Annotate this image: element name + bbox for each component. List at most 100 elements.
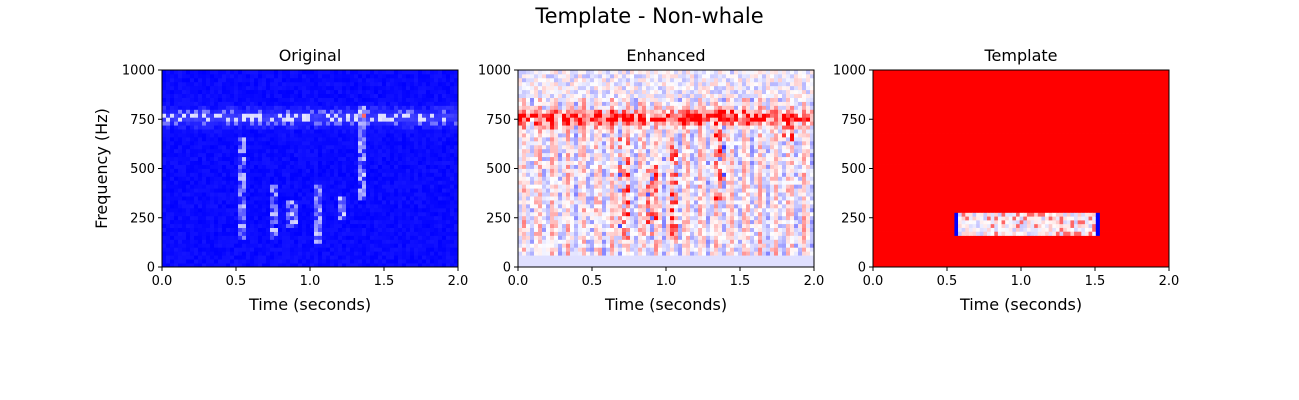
heat-cell	[162, 156, 167, 162]
heat-cell	[406, 133, 411, 138]
heat-cell	[602, 207, 607, 213]
heat-cell	[162, 227, 167, 232]
heat-cell	[290, 109, 295, 114]
heat-cell	[354, 231, 359, 236]
heat-cell	[202, 219, 207, 225]
heat-cell	[546, 211, 551, 217]
heat-cell	[210, 211, 215, 217]
heat-cell	[402, 160, 407, 165]
heat-cell	[590, 97, 595, 102]
heat-cell	[310, 133, 315, 138]
heat-cell	[562, 70, 567, 75]
heat-cell	[330, 172, 335, 177]
heat-cell	[198, 172, 203, 177]
heat-cell	[430, 136, 435, 142]
heat-cell	[238, 223, 243, 228]
heat-cell	[358, 231, 363, 236]
heat-cell	[518, 97, 523, 102]
heat-cell	[598, 133, 603, 138]
heat-cell	[338, 89, 343, 95]
heat-cell	[414, 219, 419, 225]
heat-cell	[534, 121, 539, 126]
heat-cell	[238, 239, 243, 244]
heat-cell	[594, 121, 599, 126]
heat-cell	[342, 113, 347, 118]
heat-cell	[606, 109, 611, 114]
heat-cell	[314, 144, 319, 150]
heat-cell	[418, 160, 423, 165]
heat-cell	[214, 168, 219, 173]
heat-cell	[254, 77, 259, 83]
heat-cell	[334, 113, 339, 118]
heat-cell	[394, 263, 399, 268]
heat-cell	[186, 215, 191, 221]
heat-cell	[162, 239, 167, 244]
heat-cell	[186, 140, 191, 146]
heat-cell	[430, 164, 435, 169]
heat-cell	[214, 105, 219, 110]
heat-cell	[522, 184, 527, 189]
heat-cell	[258, 227, 263, 232]
heat-cell	[162, 117, 167, 122]
heat-cell	[602, 200, 607, 205]
heat-cell	[278, 215, 283, 221]
heat-cell	[550, 180, 555, 185]
heat-cell	[618, 227, 623, 232]
heat-cell	[254, 247, 259, 252]
heat-cell	[206, 148, 211, 154]
heat-cell	[362, 160, 367, 165]
heat-cell	[554, 125, 559, 130]
heat-cell	[342, 243, 347, 248]
heat-cell	[398, 196, 403, 201]
heat-cell	[190, 200, 195, 205]
heat-cell	[414, 129, 419, 134]
heat-cell	[554, 109, 559, 114]
heat-cell	[254, 172, 259, 177]
heat-cell	[354, 227, 359, 232]
heat-cell	[550, 73, 555, 79]
heat-cell	[394, 251, 399, 256]
heat-cell	[530, 259, 535, 264]
heat-cell	[550, 105, 555, 110]
heat-cell	[310, 215, 315, 221]
heat-cell	[198, 136, 203, 142]
heat-cell	[418, 215, 423, 221]
heat-cell	[610, 156, 615, 162]
heat-cell	[202, 148, 207, 154]
heat-cell	[402, 93, 407, 98]
heat-cell	[566, 188, 571, 193]
heat-cell	[346, 207, 351, 213]
heat-cell	[610, 188, 615, 193]
heat-cell	[566, 101, 571, 106]
heat-cell	[570, 259, 575, 264]
heat-cell	[230, 125, 235, 130]
heat-cell	[554, 101, 559, 106]
heat-cell	[166, 77, 171, 83]
heat-cell	[166, 140, 171, 146]
heat-cell	[198, 200, 203, 205]
heat-cell	[426, 243, 431, 248]
heat-cell	[186, 156, 191, 162]
heat-cell	[362, 152, 367, 158]
heat-cell	[170, 105, 175, 110]
heat-cell	[406, 172, 411, 177]
heat-cell	[242, 259, 247, 264]
heat-cell	[310, 89, 315, 95]
heat-cell	[230, 215, 235, 221]
heat-cell	[290, 227, 295, 232]
heat-cell	[218, 255, 223, 260]
heat-cell	[358, 239, 363, 244]
heat-cell	[530, 144, 535, 150]
heat-cell	[382, 211, 387, 217]
heat-cell	[342, 70, 347, 75]
heat-cell	[602, 203, 607, 209]
heat-cell	[222, 97, 227, 102]
heat-cell	[430, 133, 435, 138]
heat-cell	[294, 97, 299, 102]
heat-cell	[242, 101, 247, 106]
heat-cell	[242, 168, 247, 173]
heat-cell	[234, 136, 239, 142]
heat-cell	[542, 235, 547, 240]
heat-cell	[266, 164, 271, 169]
heat-cell	[598, 113, 603, 118]
